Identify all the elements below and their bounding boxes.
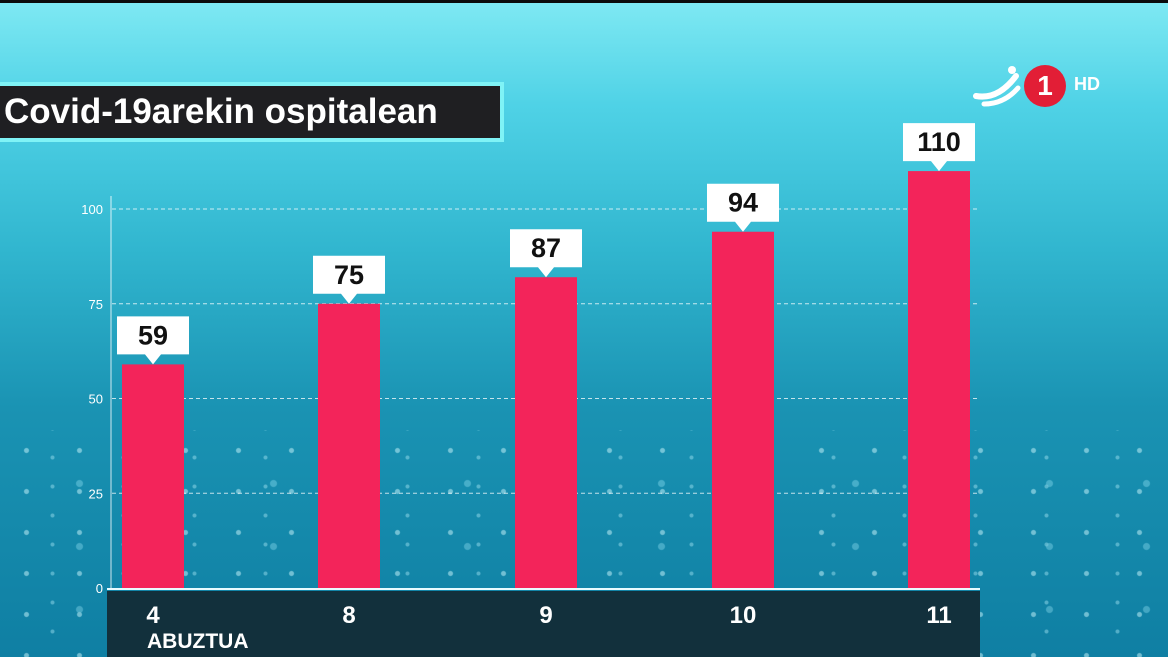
data-label: 75 — [334, 260, 364, 290]
y-tick-label: 100 — [81, 202, 103, 217]
bar — [318, 303, 380, 588]
x-axis-month: ABUZTUA — [147, 630, 249, 653]
bar — [122, 364, 184, 588]
value-callout — [903, 123, 975, 172]
title-banner: Covid-19arekin ospitalean — [0, 82, 504, 142]
value-callout — [313, 255, 385, 304]
bar — [515, 277, 577, 588]
swoosh-icon — [973, 66, 1021, 107]
channel-number: 1 — [1024, 65, 1066, 107]
hd-label: HD — [1074, 74, 1100, 94]
x-tick-label: 9 — [539, 602, 553, 629]
x-tick-label: 11 — [926, 602, 952, 629]
value-callout — [510, 229, 582, 278]
top-border — [0, 0, 1168, 3]
x-axis-band — [107, 591, 980, 657]
chart-title: Covid-19arekin ospitalean — [4, 92, 438, 131]
y-tick-label: 25 — [89, 486, 103, 501]
bar — [908, 171, 970, 588]
data-label: 59 — [138, 320, 168, 350]
data-label: 110 — [917, 127, 961, 157]
y-tick-label: 75 — [89, 297, 103, 312]
x-tick-label: 10 — [729, 602, 757, 629]
y-tick-label: 0 — [96, 581, 103, 596]
x-tick-label: 4 — [146, 602, 160, 629]
value-callout — [707, 183, 779, 232]
y-tick-label: 50 — [89, 392, 103, 407]
value-callout — [117, 316, 189, 365]
data-label: 87 — [531, 233, 561, 263]
bar — [712, 231, 774, 589]
channel-logo: 1 HD — [972, 62, 1112, 108]
x-tick-label: 8 — [342, 602, 356, 629]
data-label: 94 — [728, 188, 758, 218]
